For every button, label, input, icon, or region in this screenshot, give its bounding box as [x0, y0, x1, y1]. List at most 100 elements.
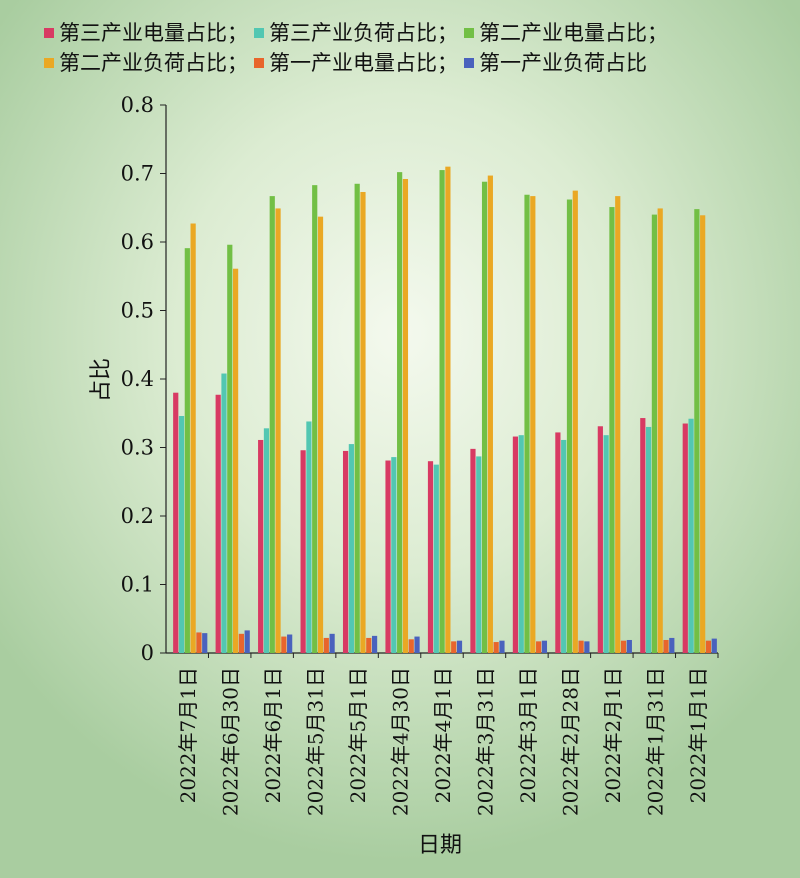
bar — [584, 641, 590, 653]
bar — [481, 181, 488, 653]
x-tick-label: 2022年1月31日 — [643, 667, 667, 816]
bar — [705, 640, 712, 653]
legend-label: 第二产业电量占比； — [479, 21, 668, 45]
x-tick-label: 2022年2月28日 — [558, 667, 582, 816]
bar — [651, 214, 658, 653]
legend-item: 第一产业电量占比； — [254, 48, 458, 78]
legend-item: 第三产业负荷占比； — [254, 18, 458, 48]
bar — [414, 636, 420, 653]
bar — [518, 435, 524, 653]
legend-swatch — [464, 58, 474, 68]
bar — [445, 166, 451, 653]
bar — [572, 190, 578, 653]
bar — [317, 216, 324, 653]
bar — [227, 244, 233, 654]
bar — [493, 642, 499, 653]
bar — [371, 635, 378, 653]
bar — [300, 450, 306, 653]
bar — [711, 638, 717, 653]
bar — [439, 170, 445, 653]
bar — [536, 641, 542, 653]
bar — [238, 633, 244, 653]
bar — [566, 199, 573, 653]
x-tick-label: 2022年2月1日 — [601, 667, 625, 803]
bar — [578, 640, 584, 653]
bar — [397, 172, 403, 653]
bar — [541, 640, 548, 653]
bar — [178, 415, 185, 653]
legend-swatch — [254, 28, 264, 38]
bar — [269, 196, 275, 654]
x-tick-label: 2022年6月30日 — [219, 667, 243, 816]
x-tick-label: 2022年4月30日 — [389, 667, 413, 816]
legend-label: 第一产业电量占比； — [269, 51, 458, 75]
bar — [700, 215, 706, 653]
bar — [615, 196, 621, 654]
bar — [184, 248, 190, 654]
bar — [354, 183, 360, 653]
bar — [281, 636, 287, 653]
legend-swatch — [44, 28, 54, 38]
bar — [499, 640, 505, 653]
y-tick-label: 0.4 — [121, 367, 154, 391]
bar — [202, 633, 208, 653]
bar — [329, 633, 335, 653]
bar — [306, 421, 312, 653]
bar — [360, 191, 366, 653]
bar — [451, 641, 457, 653]
legend-label: 第三产业负荷占比； — [269, 21, 458, 45]
x-tick-label: 2022年3月1日 — [516, 667, 540, 803]
bar — [597, 426, 603, 653]
bar — [640, 418, 646, 653]
bar — [391, 457, 397, 653]
bar — [221, 373, 227, 653]
bar — [342, 450, 349, 653]
bar — [555, 432, 561, 653]
bar — [646, 426, 652, 653]
bar — [603, 435, 609, 653]
y-tick-label: 0.1 — [121, 573, 154, 597]
legend-label: 第三产业电量占比； — [59, 21, 248, 45]
x-tick-label: 2022年3月31日 — [473, 667, 497, 816]
legend-label: 第一产业负荷占比 — [479, 51, 647, 75]
bar — [348, 444, 354, 653]
y-axis-title: 占比 — [89, 358, 114, 402]
chart-legend: 第三产业电量占比； 第三产业负荷占比； 第二产业电量占比； 第二产业负荷占比； 第一产业… — [44, 18, 784, 78]
bar — [402, 178, 409, 654]
bar — [173, 392, 179, 653]
bar — [323, 637, 329, 653]
bar — [427, 461, 434, 653]
legend-item: 第一产业负荷占比 — [464, 48, 647, 78]
bar — [470, 448, 476, 653]
y-tick-label: 0.8 — [121, 93, 154, 117]
bar — [620, 640, 627, 653]
y-tick-label: 0.2 — [121, 504, 154, 528]
bar — [385, 460, 391, 653]
y-tick-label: 0 — [141, 641, 154, 665]
bar — [408, 639, 414, 653]
y-tick-label: 0.6 — [121, 230, 154, 254]
x-axis-title: 日期 — [418, 833, 462, 858]
legend-swatch — [254, 58, 264, 68]
bar — [512, 436, 519, 653]
x-tick-label: 2022年5月31日 — [304, 667, 328, 816]
bar — [196, 632, 202, 653]
bar — [669, 637, 675, 653]
bar — [626, 639, 632, 653]
bar — [524, 194, 530, 654]
bar — [275, 208, 281, 653]
bar — [258, 439, 264, 653]
x-tick-label: 2022年5月1日 — [346, 667, 370, 803]
legend-item: 第三产业电量占比； — [44, 18, 248, 48]
bar — [433, 464, 439, 653]
bar — [561, 439, 567, 653]
bar — [688, 418, 694, 653]
bar — [663, 639, 669, 653]
bar — [456, 640, 463, 653]
legend-swatch — [464, 28, 474, 38]
bar — [366, 637, 372, 653]
x-tick-label: 2022年4月1日 — [431, 667, 455, 803]
bar — [476, 456, 482, 653]
bar — [190, 223, 196, 653]
bar — [312, 185, 318, 653]
